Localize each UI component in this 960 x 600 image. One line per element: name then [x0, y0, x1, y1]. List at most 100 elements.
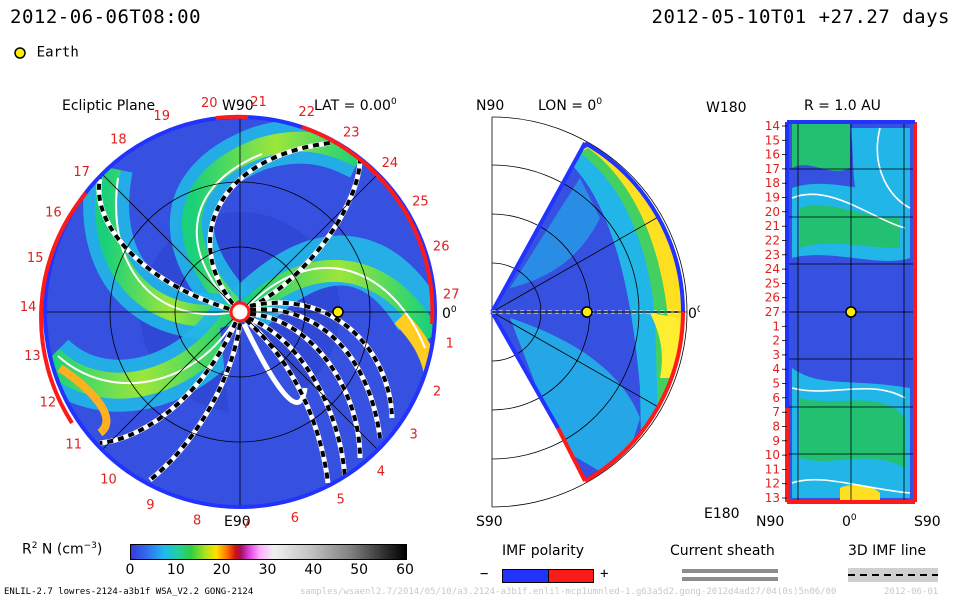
- imf-minus-label: −: [480, 566, 489, 582]
- rotation-label: 18: [110, 132, 127, 147]
- rotation-label: 10: [100, 472, 117, 487]
- radial-rotation-label: 26: [765, 291, 780, 305]
- rotation-label: 26: [433, 239, 450, 254]
- ecliptic-top-label: W90: [222, 98, 254, 114]
- date-left: 2012-06-06T08:00: [10, 6, 202, 28]
- radial-rotation-label: 7: [772, 405, 780, 419]
- rotation-label: 19: [153, 109, 170, 124]
- colorbar-tick: 30: [258, 562, 277, 578]
- radial-map-panel: W180 R = 1.0 AU 141516171819202122232425…: [704, 98, 941, 528]
- radial-rotation-labels: 1415161718192021222324252627123456789101…: [765, 119, 787, 505]
- imf-minus-swatch: [502, 569, 550, 583]
- rotation-label: 24: [382, 156, 399, 171]
- rotation-label: 13: [24, 349, 41, 364]
- rotation-label: 3: [410, 428, 418, 443]
- radial-rotation-label: 12: [765, 477, 780, 491]
- colorbar-tick: 40: [304, 562, 323, 578]
- colorbar-tick: 0: [125, 562, 135, 578]
- imf-line-title: 3D IMF line: [848, 543, 927, 559]
- rotation-label: 23: [343, 126, 360, 141]
- radial-rotation-label: 23: [765, 248, 780, 262]
- rotation-label: 11: [65, 438, 82, 453]
- radial-grid: [787, 122, 915, 502]
- model-info: ENLIL-2.7 lowres-2124-a3b1f WSA_V2.2 GON…: [4, 587, 254, 597]
- colorbar-tick: 20: [212, 562, 231, 578]
- radial-x-label-s90: S90: [914, 514, 941, 528]
- rotation-label: 9: [146, 498, 154, 513]
- white-contours: [57, 153, 426, 385]
- rotation-label: 27: [443, 288, 460, 303]
- rotation-label: 25: [412, 195, 429, 210]
- rotation-label: 7: [242, 518, 250, 528]
- radial-rotation-label: 4: [772, 362, 780, 376]
- date-right: 2012-05-10T01 +27.27 days: [651, 6, 950, 28]
- current-sheath-swatch-bottom: [682, 577, 778, 581]
- ecliptic-rim-polarity: [39, 114, 437, 509]
- radial-rotation-label: 11: [765, 462, 780, 476]
- imf-polarity-title: IMF polarity: [502, 543, 585, 559]
- meridional-plane-panel: N90 LON = 00 00 S90: [476, 97, 700, 528]
- rotation-label: 5: [336, 493, 344, 508]
- radial-rotation-label: 3: [772, 348, 780, 362]
- radial-rotation-label: 14: [765, 119, 780, 133]
- ecliptic-plane-panel: Ecliptic Plane W90 LAT = 0.000: [20, 95, 460, 528]
- meridional-edge-north: [490, 142, 587, 313]
- radial-rotation-label: 25: [765, 276, 780, 290]
- earth-marker-icon: [14, 46, 26, 59]
- radial-contours: [791, 127, 911, 494]
- rotation-label: 2: [433, 384, 441, 399]
- footer-ghost-date: 2012-06-01: [884, 587, 939, 597]
- radial-x-label-n90: N90: [756, 514, 784, 528]
- imf-plus-swatch: [548, 569, 594, 583]
- radial-rotation-label: 13: [765, 491, 780, 505]
- meridional-lon-label: LON = 00: [538, 97, 602, 114]
- rotation-label: 21: [250, 95, 267, 110]
- meridional-right-label: 00: [688, 305, 700, 322]
- rotation-label: 22: [298, 105, 315, 120]
- radial-rotation-label: 27: [765, 305, 780, 319]
- imf-plus-label: +: [600, 566, 609, 582]
- rotation-label: 14: [20, 300, 37, 315]
- radial-rotation-label: 20: [765, 205, 780, 219]
- radial-top-label: W180: [706, 100, 747, 116]
- radial-title: R = 1.0 AU: [804, 98, 881, 114]
- current-sheath-lines: [96, 140, 395, 484]
- rotation-label: 8: [193, 514, 201, 528]
- colorbar-ticks: 0 10 20 30 40 50 60: [126, 562, 414, 580]
- current-sheath-title: Current sheath: [670, 543, 775, 559]
- imf-line-swatch: [848, 568, 938, 582]
- colorbar-tick: 10: [166, 562, 185, 578]
- earth-label: Earth: [36, 44, 79, 61]
- radial-rotation-label: 6: [772, 391, 780, 405]
- radial-x-label-zero: 00: [842, 513, 857, 528]
- earth-legend: Earth: [13, 42, 79, 61]
- earth-marker: [332, 306, 344, 318]
- rotation-label: 17: [73, 165, 90, 180]
- radial-rotation-label: 17: [765, 162, 780, 176]
- current-sheath-swatch-top: [682, 569, 778, 573]
- rotation-label: 6: [291, 511, 299, 526]
- rotation-label: 1: [446, 337, 454, 352]
- radial-rotation-label: 22: [765, 234, 780, 248]
- colorbar-label: R2 N (cm−3): [22, 541, 103, 558]
- rotation-label: 4: [377, 464, 385, 479]
- rotation-label: 20: [201, 96, 218, 111]
- radial-rotation-label: 19: [765, 191, 780, 205]
- radial-bottom-label: E180: [704, 506, 740, 522]
- radial-rotation-label: 15: [765, 133, 780, 147]
- radial-rotation-label: 16: [765, 148, 780, 162]
- radial-rotation-label: 2: [772, 334, 780, 348]
- meridional-earth-marker: [581, 306, 593, 318]
- radial-rotation-label: 24: [765, 262, 780, 276]
- colorbar-tick: 60: [396, 562, 414, 578]
- radial-rotation-label: 18: [765, 176, 780, 190]
- rotation-label: 15: [27, 251, 44, 266]
- ecliptic-lat-label: LAT = 0.000: [314, 97, 397, 114]
- rotation-label: 16: [45, 205, 62, 220]
- colorbar-tick: 50: [350, 562, 369, 578]
- radial-rotation-label: 21: [765, 219, 780, 233]
- ecliptic-title: Ecliptic Plane: [62, 98, 155, 114]
- footer-ghost-path: samples/wsaenl2.7/2014/05/10/a3.2124-a3b…: [300, 587, 837, 597]
- radial-rotation-label: 10: [765, 448, 780, 462]
